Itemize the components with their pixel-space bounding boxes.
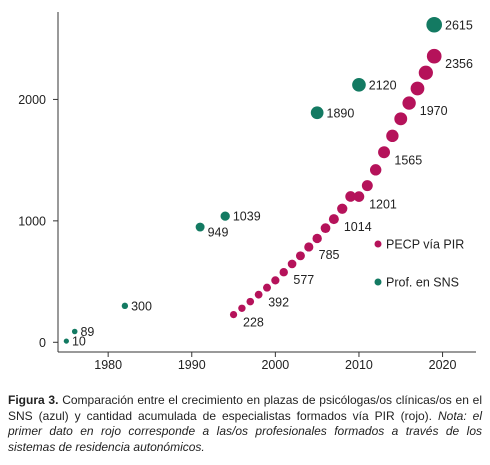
- sns-point-label: 2120: [369, 78, 397, 92]
- pecp-point: [295, 251, 305, 261]
- pecp-point-label: 785: [319, 248, 340, 262]
- pecp-point-label: 2356: [445, 57, 473, 71]
- sns-point-label: 300: [131, 299, 152, 313]
- pecp-point: [304, 242, 314, 252]
- y-tick-label: 2000: [18, 93, 46, 107]
- pecp-point: [328, 214, 339, 225]
- pecp-point: [337, 203, 348, 214]
- caption-note: Nota: el primer dato en rojo corresponde…: [8, 408, 482, 454]
- chart: 1980 1990 2000 2010 2020 0 1000 2000 228 392 577 78…: [18, 12, 476, 372]
- sns-point: [220, 211, 230, 221]
- sns-point-label: 1039: [233, 210, 261, 224]
- pecp-point: [402, 96, 416, 110]
- x-tick-label: 1980: [94, 358, 122, 372]
- x-tick-label: 2010: [345, 358, 373, 372]
- pecp-point: [410, 81, 425, 96]
- pecp-point-label: 1565: [394, 153, 422, 167]
- pecp-point: [279, 268, 288, 277]
- pecp-point-label: 1014: [344, 220, 372, 234]
- sns-point: [195, 222, 205, 232]
- pecp-point: [271, 276, 280, 285]
- pecp-point: [287, 259, 297, 269]
- legend-label: PECP vía PIR: [386, 238, 464, 252]
- pecp-point: [353, 191, 365, 202]
- x-tick-label: 2020: [429, 358, 457, 372]
- pecp-point: [320, 223, 331, 233]
- y-tick-label: 0: [39, 336, 46, 350]
- caption-text: Comparación entre el crecimiento en plaz…: [8, 393, 482, 423]
- figure-caption: Figura 3. Comparación entre el crecimien…: [8, 393, 482, 455]
- sns-point: [63, 338, 69, 344]
- pecp-point-label: 1201: [369, 198, 397, 212]
- y-tick-label: 1000: [18, 214, 46, 228]
- pecp-point: [229, 310, 238, 319]
- sns-point-label: 949: [208, 226, 229, 240]
- pecp-point: [418, 65, 433, 80]
- sns-point: [352, 78, 366, 92]
- sns-point: [310, 106, 324, 120]
- sns-point: [121, 302, 129, 310]
- pecp-point: [361, 180, 373, 192]
- pecp-point: [426, 48, 442, 64]
- sns-point-label: 10: [72, 335, 86, 349]
- pecp-point-label: 577: [293, 273, 314, 287]
- pecp-point: [254, 290, 263, 299]
- pecp-point: [394, 112, 408, 126]
- pecp-point: [378, 146, 390, 159]
- sns-point-label: 89: [80, 325, 94, 339]
- pecp-point-label: 1970: [420, 104, 448, 118]
- pecp-point: [369, 164, 382, 176]
- sns-point-label: 1890: [327, 106, 355, 120]
- pecp-point: [238, 304, 246, 312]
- pecp-point: [345, 191, 356, 202]
- pecp-point-label: 392: [268, 296, 289, 310]
- legend-label: Prof. en SNS: [386, 276, 459, 290]
- scatter-plot: 1980 1990 2000 2010 2020 0 1000 2000 228 392 577 78…: [18, 12, 476, 372]
- sns-point: [71, 328, 78, 335]
- sns-point-label: 2615: [445, 18, 473, 32]
- pecp-point: [312, 233, 322, 244]
- legend-marker: [374, 240, 382, 248]
- sns-point: [426, 16, 443, 33]
- x-tick-label: 2000: [261, 358, 289, 372]
- legend-marker: [374, 278, 382, 286]
- pecp-point-label: 228: [243, 316, 264, 330]
- pecp-point: [246, 297, 255, 306]
- caption-label: Figura 3.: [8, 393, 59, 407]
- x-tick-label: 1990: [178, 358, 206, 372]
- pecp-point: [386, 129, 399, 143]
- pecp-point: [263, 283, 271, 292]
